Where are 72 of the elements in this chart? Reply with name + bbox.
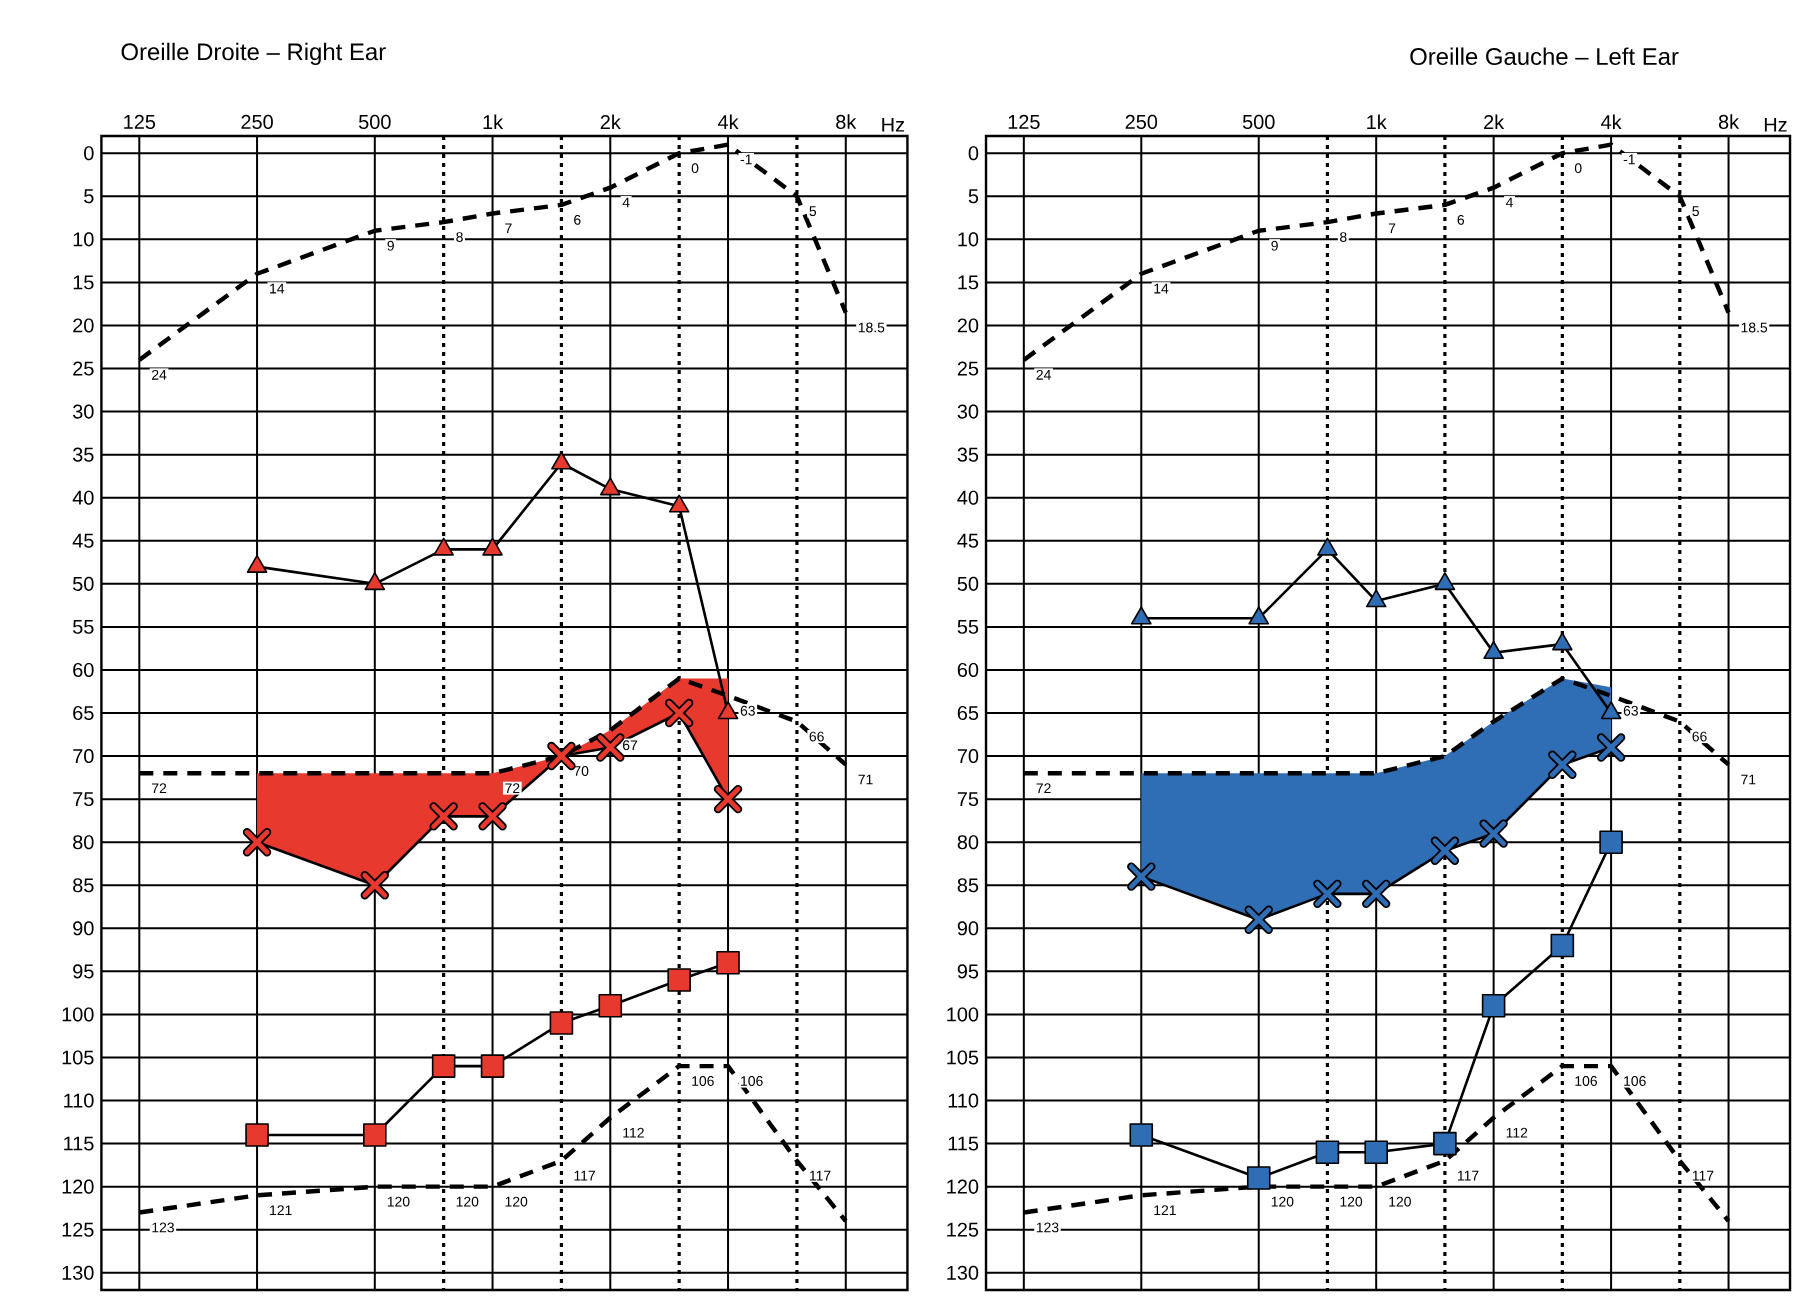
y-tick-label: 50 [73, 576, 94, 591]
y-tick-label: 5 [968, 189, 979, 204]
y-tick-label: 120 [947, 1179, 979, 1194]
y-tick-label: 5 [84, 189, 94, 204]
chart-title: Oreille Gauche – Left Ear [1410, 47, 1679, 65]
y-tick-label: 75 [957, 792, 979, 807]
x-tick-label: 8k [1718, 114, 1740, 129]
x-axis-title: Hz [882, 117, 905, 132]
y-tick-label: 80 [957, 835, 979, 850]
y-tick-label: 125 [947, 1222, 979, 1237]
y-tick-label: 110 [948, 1093, 979, 1108]
x-tick-label: 125 [1008, 114, 1040, 129]
x-tick-label: 125 [124, 114, 156, 129]
y-tick-label: 70 [957, 749, 979, 764]
y-tick-label: 60 [73, 662, 94, 677]
y-tick-label: 10 [73, 232, 94, 247]
y-tick-label: 35 [957, 447, 979, 462]
y-tick-label: 35 [72, 447, 94, 462]
x-tick-label: 2k [600, 114, 621, 129]
y-tick-label: 40 [957, 490, 979, 505]
y-tick-label: 100 [62, 1007, 94, 1022]
y-tick-label: 115 [948, 1136, 979, 1151]
x-tick-label: 1k [1367, 114, 1387, 129]
y-tick-label: 0 [968, 146, 979, 161]
y-tick-label: 125 [62, 1222, 94, 1237]
y-tick-label: 95 [73, 964, 94, 979]
y-tick-label: 45 [957, 533, 979, 548]
y-tick-label: 110 [64, 1093, 94, 1108]
y-tick-label: 10 [958, 232, 979, 247]
x-tick-label: 1k [483, 114, 504, 129]
x-tick-label: 250 [241, 114, 273, 129]
y-tick-label: 75 [73, 792, 94, 807]
y-tick-label: 60 [957, 662, 979, 677]
y-tick-label: 85 [73, 878, 94, 893]
y-tick-label: 0 [84, 146, 94, 161]
chart-title: Oreille Droite – Right Ear [121, 42, 386, 66]
y-tick-label: 120 [62, 1179, 94, 1194]
x-tick-label: 500 [1242, 114, 1275, 129]
x-tick-label: 500 [358, 114, 391, 129]
y-tick-label: 45 [72, 533, 94, 548]
y-tick-label: 20 [73, 318, 94, 333]
y-tick-label: 15 [958, 275, 979, 290]
y-tick-label: 50 [957, 576, 979, 591]
y-tick-label: 55 [957, 619, 979, 634]
y-tick-label: 30 [957, 404, 979, 419]
y-tick-label: 20 [957, 318, 979, 333]
x-axis-title: Hz [1764, 117, 1787, 132]
y-tick-label: 25 [957, 361, 979, 376]
y-tick-label: 70 [73, 749, 94, 764]
y-tick-label: 90 [957, 921, 979, 936]
y-tick-label: 100 [947, 1007, 979, 1022]
y-tick-label: 30 [72, 404, 94, 419]
y-tick-label: 65 [73, 705, 94, 721]
x-tick-label: 8k [836, 114, 857, 129]
y-tick-label: 80 [73, 835, 94, 850]
y-tick-label: 105 [947, 1050, 979, 1065]
y-tick-label: 130 [947, 1265, 979, 1280]
x-tick-label: 4k [1601, 114, 1622, 129]
x-tick-label: 250 [1125, 114, 1158, 129]
y-tick-label: 40 [72, 490, 94, 505]
y-tick-label: 55 [73, 619, 94, 634]
y-tick-label: 15 [73, 275, 94, 290]
y-tick-label: 90 [73, 921, 94, 936]
y-tick-label: 105 [62, 1050, 94, 1065]
y-tick-label: 85 [957, 878, 979, 893]
x-tick-label: 2k [1484, 114, 1505, 129]
x-tick-label: 4k [717, 114, 739, 129]
y-tick-label: 65 [957, 705, 979, 721]
y-tick-label: 130 [62, 1265, 94, 1280]
y-tick-label: 95 [957, 964, 979, 979]
y-tick-label: 25 [73, 361, 94, 376]
y-tick-label: 115 [64, 1136, 94, 1151]
